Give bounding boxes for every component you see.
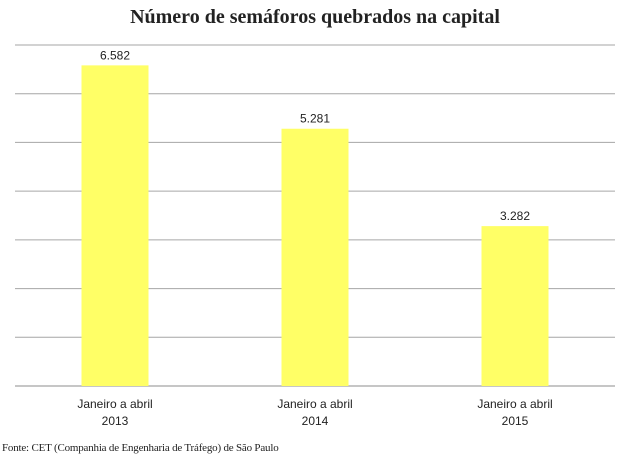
x-tick-label: 2015: [502, 414, 529, 428]
source-note: Fonte: CET (Companhia de Engenharia de T…: [2, 442, 279, 454]
bar: [481, 226, 549, 386]
chart-title: Número de semáforos quebrados na capital: [130, 6, 500, 28]
bar: [281, 128, 349, 386]
x-tick-label: Janeiro a abril: [277, 397, 352, 411]
x-tick-label: 2014: [302, 414, 329, 428]
bar-chart: 6.582 Janeiro a abril 2013 5.281 Janeiro a a…: [15, 44, 615, 428]
x-tick-label: 2013: [102, 414, 129, 428]
x-tick-label: Janeiro a abril: [477, 397, 552, 411]
bar: [81, 65, 149, 386]
data-label: 5.281: [300, 112, 330, 126]
data-label: 6.582: [100, 48, 130, 62]
x-tick-label: Janeiro a abril: [77, 397, 152, 411]
data-label: 3.282: [500, 209, 530, 223]
